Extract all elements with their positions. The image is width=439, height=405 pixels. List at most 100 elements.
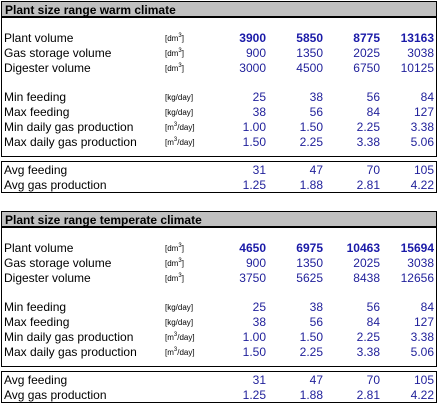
- row-label: Max daily gas production: [4, 345, 137, 359]
- table-row: Avg gas production 1.25 1.88 2.81 4.22: [1, 388, 437, 403]
- cell-value: 5.06: [410, 345, 434, 359]
- cell-value: 1.88: [299, 178, 323, 192]
- cell-value: 2025: [353, 256, 380, 270]
- cell-value: 38: [252, 315, 266, 329]
- cell-value: 1.50: [242, 345, 266, 359]
- cell-value: 127: [413, 105, 434, 119]
- cell-value: 84: [420, 90, 434, 104]
- table-row: Min daily gas production [m3/day] 1.00 1.50…: [1, 330, 437, 345]
- table-row: Gas storage volume [dm3] 900 1350 2025 3038: [1, 46, 437, 61]
- table-row: Min feeding [kg/day] 25 38 56 84: [1, 90, 437, 105]
- row-unit: [kg/day]: [165, 93, 194, 102]
- cell-value: 3900: [239, 31, 266, 45]
- main-block: [1, 227, 437, 367]
- cell-value: 1.00: [242, 120, 266, 134]
- cell-value: 70: [366, 163, 380, 177]
- cell-value: 25: [252, 300, 266, 314]
- cell-value: 900: [245, 256, 266, 270]
- cell-value: 2.81: [356, 178, 380, 192]
- cell-value: 8438: [353, 271, 380, 285]
- table-row: Max feeding [kg/day] 38 56 84 127: [1, 105, 437, 120]
- row-label: Digester volume: [4, 61, 91, 75]
- table-row: Max feeding [kg/day] 38 56 84 127: [1, 315, 437, 330]
- table-row: Max daily gas production [m3/day] 1.50 2.25…: [1, 135, 437, 150]
- row-unit: [dm3]: [165, 48, 184, 58]
- cell-value: 3038: [407, 256, 434, 270]
- cell-value: 2025: [353, 46, 380, 60]
- cell-value: 31: [252, 163, 266, 177]
- row-label: Avg gas production: [4, 178, 107, 192]
- cell-value: 31: [252, 373, 266, 387]
- row-unit: [m3/day]: [165, 137, 195, 147]
- cell-value: 1.25: [242, 178, 266, 192]
- cell-value: 56: [309, 315, 323, 329]
- row-unit: [dm3]: [165, 243, 184, 253]
- cell-value: 3.38: [356, 345, 380, 359]
- table-row: Avg gas production 1.25 1.88 2.81 4.22: [1, 178, 437, 193]
- row-label: Min daily gas production: [4, 120, 134, 134]
- cell-value: 38: [309, 300, 323, 314]
- cell-value: 5.06: [410, 135, 434, 149]
- row-label: Min feeding: [4, 90, 67, 104]
- cell-value: 2.81: [356, 388, 380, 402]
- cell-value: 8775: [353, 31, 380, 45]
- cell-value: 47: [309, 163, 323, 177]
- cell-value: 1.50: [299, 330, 323, 344]
- section-title: Plant size range temperate climate: [1, 211, 437, 227]
- cell-value: 2.25: [299, 345, 323, 359]
- temperate-climate-section: Plant size range temperate climate Plant…: [1, 211, 437, 403]
- table-row: Plant volume [dm3] 4650 6975 10463 15694: [1, 241, 437, 256]
- cell-value: 56: [366, 90, 380, 104]
- cell-value: 56: [309, 105, 323, 119]
- table-row: Min feeding [kg/day] 25 38 56 84: [1, 300, 437, 315]
- cell-value: 127: [413, 315, 434, 329]
- row-label: Min daily gas production: [4, 330, 134, 344]
- cell-value: 2.25: [356, 120, 380, 134]
- cell-value: 38: [309, 90, 323, 104]
- cell-value: 47: [309, 373, 323, 387]
- avg-block: [1, 161, 437, 193]
- cell-value: 3.38: [410, 120, 434, 134]
- cell-value: 10125: [400, 61, 434, 75]
- table-row: Gas storage volume [dm3] 900 1350 2025 3038: [1, 256, 437, 271]
- row-unit: [kg/day]: [165, 318, 194, 327]
- cell-value: 3038: [407, 46, 434, 60]
- avg-block: [1, 371, 437, 403]
- table-row: Min daily gas production [m3/day] 1.00 1.50…: [1, 120, 437, 135]
- row-label: Min feeding: [4, 300, 67, 314]
- cell-value: 6975: [296, 241, 323, 255]
- cell-value: 4650: [239, 241, 266, 255]
- row-label: Gas storage volume: [4, 46, 112, 60]
- cell-value: 3750: [239, 271, 266, 285]
- cell-value: 1350: [296, 46, 323, 60]
- row-label: Gas storage volume: [4, 256, 112, 270]
- cell-value: 5850: [296, 31, 323, 45]
- warm-climate-section: Plant size range warm climate Plant volu…: [1, 1, 437, 193]
- cell-value: 4.22: [410, 388, 434, 402]
- row-label: Avg gas production: [4, 388, 107, 402]
- cell-value: 84: [420, 300, 434, 314]
- section-title: Plant size range warm climate: [1, 1, 437, 17]
- cell-value: 4.22: [410, 178, 434, 192]
- table-row: Max daily gas production [m3/day] 1.50 2.25…: [1, 345, 437, 360]
- row-unit: [kg/day]: [165, 108, 194, 117]
- row-unit: [dm3]: [165, 33, 184, 43]
- cell-value: 84: [366, 315, 380, 329]
- row-label: Avg feeding: [4, 163, 68, 177]
- cell-value: 1.00: [242, 330, 266, 344]
- cell-value: 56: [366, 300, 380, 314]
- cell-value: 105: [413, 163, 434, 177]
- cell-value: 38: [252, 105, 266, 119]
- cell-value: 84: [366, 105, 380, 119]
- table-row: Digester volume [dm3] 3000 4500 6750 10125: [1, 61, 437, 76]
- row-unit: [m3/day]: [165, 332, 195, 342]
- cell-value: 1.50: [242, 135, 266, 149]
- cell-value: 10463: [346, 241, 380, 255]
- table-row: Digester volume [dm3] 3750 5625 8438 12656: [1, 271, 437, 286]
- cell-value: 3.38: [356, 135, 380, 149]
- cell-value: 25: [252, 90, 266, 104]
- row-label: Max feeding: [4, 105, 70, 119]
- cell-value: 1350: [296, 256, 323, 270]
- cell-value: 15694: [400, 241, 434, 255]
- row-unit: [dm3]: [165, 273, 184, 283]
